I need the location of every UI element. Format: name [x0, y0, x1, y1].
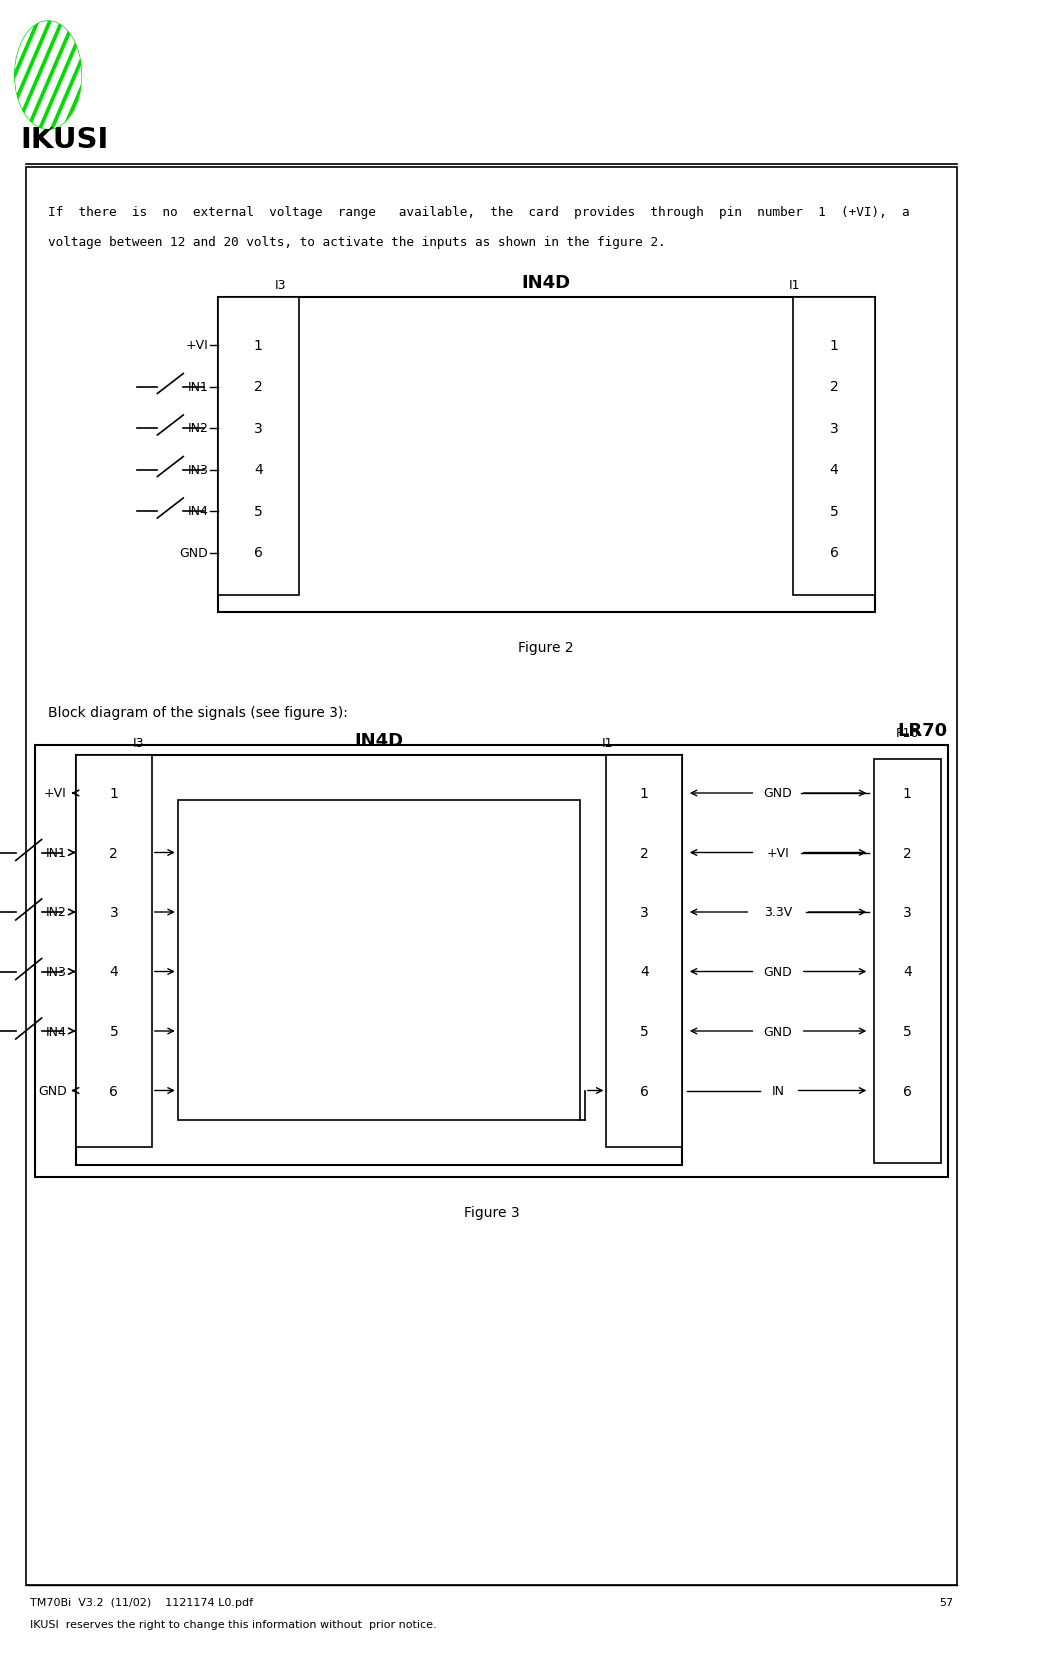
Polygon shape [66, 20, 120, 133]
Text: Block diagram of the signals (see figure 3):: Block diagram of the signals (see figure… [48, 706, 348, 719]
Text: GND: GND [179, 547, 208, 560]
Text: 1: 1 [109, 787, 118, 800]
Text: +VI: +VI [186, 340, 208, 353]
Bar [35, 746, 948, 1176]
Text: GND: GND [38, 1084, 67, 1097]
Text: I3: I3 [275, 278, 286, 292]
Bar [874, 759, 941, 1163]
Bar [793, 298, 875, 595]
Text: +VI: +VI [767, 847, 789, 860]
Text: 57: 57 [940, 1597, 954, 1607]
Text: 1: 1 [829, 338, 839, 353]
Text: IN1: IN1 [187, 381, 208, 394]
Text: 4: 4 [640, 964, 649, 979]
Text: 4: 4 [903, 964, 911, 979]
Ellipse shape [15, 22, 82, 129]
Text: 4: 4 [829, 464, 839, 477]
Polygon shape [0, 20, 36, 133]
Polygon shape [18, 20, 72, 133]
Ellipse shape [15, 22, 82, 129]
Polygon shape [41, 20, 97, 133]
Text: IKUSI: IKUSI [20, 126, 108, 154]
Text: 3: 3 [254, 423, 262, 436]
Text: 6: 6 [903, 1084, 911, 1099]
Text: IN4D: IN4D [521, 273, 570, 292]
Text: 3: 3 [903, 905, 911, 920]
Bar [218, 298, 299, 595]
Text: 3: 3 [640, 905, 649, 920]
Text: IN2: IN2 [187, 423, 208, 436]
Text: IN4: IN4 [187, 505, 208, 519]
Text: TM70Bi  V3.2  (11/02)    1121174 L0.pdf: TM70Bi V3.2 (11/02) 1121174 L0.pdf [30, 1597, 253, 1607]
Text: 2: 2 [903, 847, 911, 860]
Text: 6: 6 [640, 1084, 649, 1099]
Polygon shape [54, 20, 108, 133]
Text: Figure 2: Figure 2 [518, 641, 573, 655]
Text: 5: 5 [640, 1024, 649, 1039]
Text: IKUSI  reserves the right to change this information without  prior notice.: IKUSI reserves the right to change this … [30, 1619, 436, 1629]
Text: IN3: IN3 [187, 464, 208, 477]
Text: I1: I1 [602, 737, 613, 749]
Text: 3: 3 [109, 905, 118, 920]
Text: 6: 6 [109, 1084, 118, 1099]
Text: 3.3V: 3.3V [764, 906, 792, 920]
Text: IN3: IN3 [46, 966, 67, 978]
Text: 4: 4 [254, 464, 262, 477]
Text: voltage between 12 and 20 volts, to activate the inputs as shown in the figure 2: voltage between 12 and 20 volts, to acti… [48, 235, 666, 249]
Text: 1: 1 [254, 338, 262, 353]
Text: If  there  is  no  external  voltage  range   available,  the  card  provides  t: If there is no external voltage range av… [48, 205, 910, 219]
Text: 5: 5 [254, 505, 262, 519]
Text: 2: 2 [640, 847, 649, 860]
Text: 5: 5 [829, 505, 839, 519]
Text: IN: IN [772, 1084, 785, 1097]
Polygon shape [30, 20, 84, 133]
Text: GND: GND [764, 1026, 792, 1037]
Text: I1: I1 [789, 278, 801, 292]
Text: GND: GND [764, 966, 792, 978]
Text: 3: 3 [829, 423, 839, 436]
Bar [218, 298, 875, 613]
Text: GND: GND [764, 787, 792, 800]
Polygon shape [0, 20, 48, 133]
Text: 1: 1 [903, 787, 911, 800]
Text: IN1: IN1 [46, 847, 67, 860]
Text: 6: 6 [829, 547, 839, 560]
Polygon shape [5, 20, 61, 133]
Text: LR70: LR70 [897, 721, 948, 739]
Text: IN2: IN2 [46, 906, 67, 920]
Text: 1: 1 [640, 787, 649, 800]
Bar [75, 756, 682, 1165]
Text: 2: 2 [829, 379, 839, 394]
Bar [25, 167, 957, 1586]
Text: 4: 4 [109, 964, 118, 979]
Text: 5: 5 [903, 1024, 911, 1039]
Text: P16: P16 [895, 726, 919, 739]
Text: 5: 5 [109, 1024, 118, 1039]
Text: IN4D: IN4D [355, 731, 404, 749]
Text: +VI: +VI [44, 787, 67, 800]
Text: 2: 2 [109, 847, 118, 860]
Text: I3: I3 [133, 737, 144, 749]
Text: IN4: IN4 [46, 1026, 67, 1037]
Bar [606, 756, 682, 1147]
Text: Figure 3: Figure 3 [464, 1205, 519, 1220]
Bar [177, 800, 581, 1120]
Bar [75, 756, 152, 1147]
Text: 6: 6 [254, 547, 262, 560]
Text: 2: 2 [254, 379, 262, 394]
